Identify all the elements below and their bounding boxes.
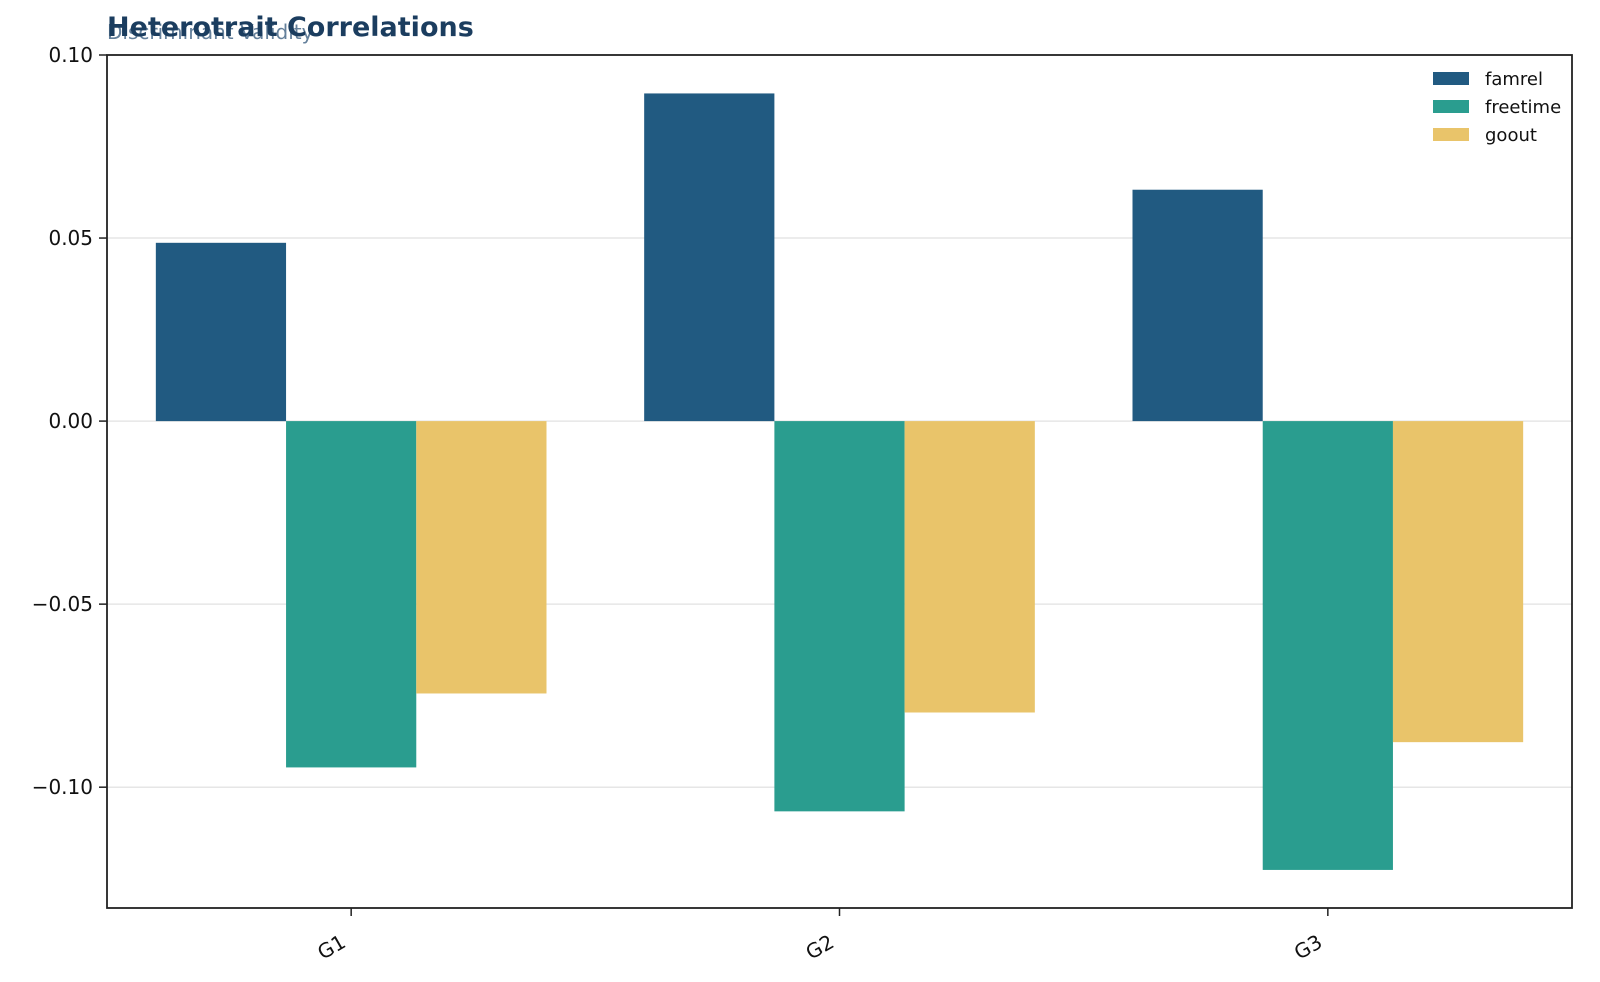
legend-label-famrel: famrel [1485, 69, 1543, 90]
legend-label-freetime: freetime [1485, 97, 1561, 118]
x-tick-label: G2 [802, 930, 838, 965]
y-tick-label: 0.05 [48, 226, 93, 250]
bar-goout-G2 [904, 421, 1035, 713]
bar-goout-G3 [1392, 421, 1524, 743]
bar-famrel-G3 [1132, 189, 1263, 422]
y-tick-label: 0.10 [48, 43, 93, 67]
plot-frame [106, 54, 1573, 909]
bar-freetime-G3 [1262, 421, 1393, 870]
legend-label-goout: goout [1485, 125, 1537, 146]
bar-freetime-G2 [774, 421, 905, 812]
y-tick-label: −0.05 [32, 592, 93, 616]
legend-swatch-goout [1433, 128, 1469, 141]
bar-famrel-G1 [155, 242, 287, 422]
legend-swatch-freetime [1433, 100, 1469, 113]
chart-title: Heterotrait Correlations [107, 12, 474, 43]
chart-subtitle: Discriminant Validity [107, 20, 314, 44]
bar-famrel-G2 [644, 93, 775, 422]
bars-layer [155, 93, 1524, 870]
x-tick-label: G3 [1290, 930, 1326, 965]
y-tick-label: 0.00 [48, 409, 93, 433]
legend-swatch-famrel [1433, 72, 1469, 85]
bar-goout-G1 [416, 421, 547, 694]
legend: famrel freetime goout [1433, 69, 1561, 146]
x-tick-label: G1 [313, 930, 349, 965]
y-tick-label: −0.10 [32, 775, 93, 799]
bar-freetime-G1 [286, 421, 417, 768]
